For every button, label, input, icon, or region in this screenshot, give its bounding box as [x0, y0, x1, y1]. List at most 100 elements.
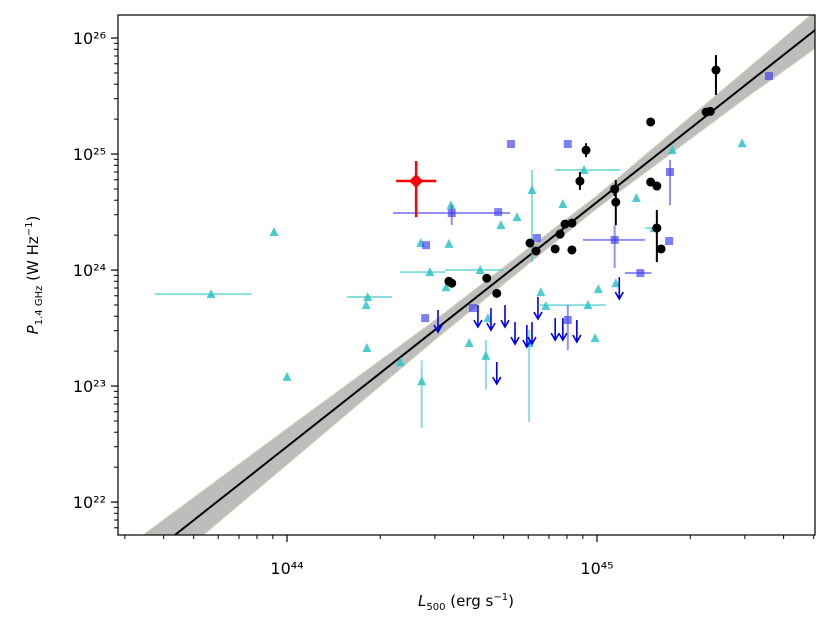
- upper-limit: [486, 308, 496, 332]
- x-label-sub: 500: [426, 602, 445, 613]
- y-tick-label: 10²²: [73, 493, 106, 512]
- point: [532, 233, 541, 242]
- confidence-band: [142, 15, 815, 535]
- x-axis-label: L500 (erg s−1): [418, 592, 514, 613]
- point: [665, 168, 674, 177]
- point: [646, 117, 656, 127]
- upper-limit: [550, 318, 560, 342]
- point: [425, 267, 435, 277]
- point: [447, 278, 457, 288]
- point: [395, 357, 405, 367]
- point: [631, 192, 641, 202]
- y-tick-label: 10²⁵: [73, 145, 106, 164]
- point: [512, 212, 522, 222]
- point: [446, 200, 456, 210]
- point: [705, 106, 715, 116]
- point: [558, 199, 568, 209]
- point: [525, 238, 535, 248]
- point: [550, 244, 560, 254]
- point: [665, 237, 674, 246]
- point: [361, 300, 371, 310]
- point: [422, 241, 431, 250]
- point: [447, 209, 456, 218]
- upper-limit: [527, 322, 537, 346]
- upper-limit: [614, 277, 624, 301]
- point: [444, 238, 454, 248]
- point: [409, 174, 424, 189]
- point: [667, 145, 677, 155]
- point: [737, 138, 747, 148]
- point: [563, 140, 572, 149]
- point: [496, 220, 506, 230]
- point: [481, 350, 491, 360]
- point: [652, 181, 662, 191]
- point: [527, 184, 537, 194]
- point: [555, 229, 565, 239]
- upper-limit: [492, 362, 502, 386]
- point: [563, 316, 572, 325]
- x-label-sup: −1: [493, 592, 508, 603]
- x-label-unit: (erg s: [445, 592, 493, 610]
- y-label-symbol: P: [24, 324, 42, 334]
- upper-limit: [500, 305, 510, 329]
- point: [575, 176, 585, 186]
- plot-area: [142, 15, 815, 535]
- upper-limit: [572, 320, 582, 344]
- point: [536, 287, 546, 297]
- point: [363, 292, 373, 302]
- y-tick-label: 10²⁴: [73, 261, 106, 280]
- point: [610, 184, 620, 194]
- y-axis-label: P1.4 GHz (W Hz−1): [24, 216, 45, 335]
- upper-limit: [533, 297, 543, 321]
- point: [269, 226, 279, 236]
- point: [421, 314, 430, 323]
- point: [206, 289, 216, 299]
- point: [567, 218, 577, 228]
- x-tick-label: 10⁴⁴: [270, 559, 303, 578]
- point: [507, 140, 516, 149]
- point: [611, 278, 621, 288]
- x-tick-label: 10⁴⁵: [580, 559, 613, 578]
- point: [362, 342, 372, 352]
- point: [579, 165, 589, 175]
- point: [482, 273, 492, 283]
- point: [590, 333, 600, 343]
- point: [282, 371, 292, 381]
- point: [417, 376, 427, 386]
- y-tick-label: 10²³: [73, 377, 106, 396]
- x-label-close: ): [508, 592, 514, 610]
- point: [494, 208, 503, 217]
- point: [611, 197, 621, 207]
- point: [468, 304, 477, 313]
- point: [652, 223, 662, 233]
- upper-limit: [433, 310, 443, 334]
- y-label-close: ): [24, 216, 42, 222]
- point: [567, 245, 577, 255]
- point: [656, 244, 666, 254]
- point: [560, 219, 570, 229]
- fit-line: [174, 29, 815, 535]
- point: [765, 72, 774, 81]
- y-label-sub: 1.4 GHz: [34, 286, 45, 326]
- upper-limit: [558, 318, 568, 342]
- point: [610, 235, 619, 244]
- point: [475, 265, 485, 275]
- point: [492, 288, 502, 298]
- point: [593, 284, 603, 294]
- y-label-sup: −1: [24, 222, 35, 237]
- point: [464, 338, 474, 348]
- upper-limit: [522, 324, 532, 349]
- point: [583, 300, 593, 310]
- point: [636, 269, 645, 278]
- y-tick-label: 10²⁶: [73, 29, 106, 48]
- point: [531, 246, 541, 256]
- point: [441, 282, 451, 292]
- point: [581, 145, 591, 155]
- upper-limit: [473, 305, 483, 329]
- y-label-unit: (W Hz: [24, 236, 42, 285]
- upper-limit: [510, 322, 520, 346]
- point: [711, 65, 721, 75]
- plot-frame: [117, 14, 816, 536]
- x-label-symbol: L: [418, 592, 426, 610]
